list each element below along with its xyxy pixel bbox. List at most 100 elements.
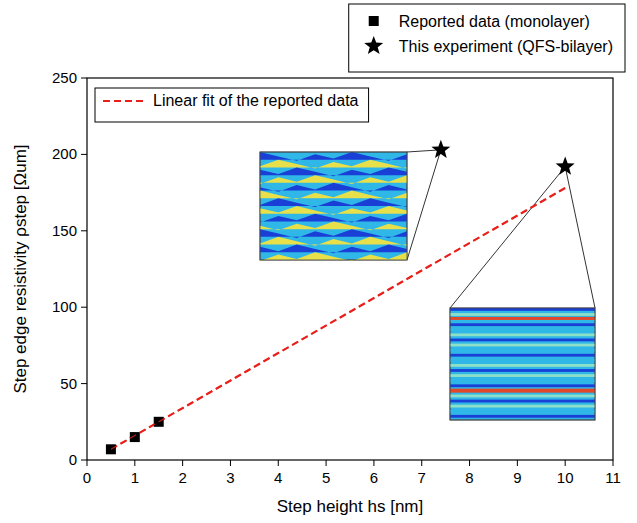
legend-line [103, 100, 143, 102]
inset-bg [260, 152, 407, 260]
inset-stripe [450, 379, 595, 382]
legend-label: This experiment (QFS-bilayer) [399, 38, 613, 55]
leader-line [450, 167, 565, 308]
y-tick-label: 200 [52, 145, 77, 162]
inset-stripe [450, 364, 595, 367]
legend-label: Linear fit of the reported data [153, 92, 359, 109]
inset-border [450, 308, 595, 420]
inset-stripe [450, 333, 595, 336]
y-tick-label: 100 [52, 298, 77, 315]
leader-line [407, 150, 441, 260]
y-tick-label: 50 [60, 375, 77, 392]
x-tick [517, 460, 518, 466]
x-tick [613, 460, 614, 466]
inset-band [260, 152, 407, 161]
y-tick [81, 383, 87, 384]
x-tick-label: 0 [83, 469, 91, 486]
y-tick [81, 307, 87, 308]
inset-stripe [450, 354, 595, 357]
x-tick [87, 460, 88, 466]
inset-stripe [450, 344, 595, 347]
inset-stripe [450, 415, 595, 418]
inset-band [260, 214, 407, 223]
legend-marker [364, 36, 383, 54]
x-tick [134, 460, 135, 466]
x-tick [326, 460, 327, 466]
inset-stripe [450, 317, 595, 320]
inset-stripe [450, 389, 595, 393]
inset-border [260, 152, 407, 260]
x-tick-label: 1 [131, 469, 139, 486]
legend-label: Reported data (monolayer) [399, 13, 590, 30]
legend-marker [369, 16, 379, 26]
y-tick [81, 460, 87, 461]
x-tick [421, 460, 422, 466]
inset-stripe [450, 400, 595, 403]
x-tick-label: 2 [178, 469, 186, 486]
inset-band [260, 175, 407, 184]
chart: 0 1 2 3 4 5 6 7 8 9 10 11 0 50 100 150 200 250 Step height… [0, 0, 637, 523]
x-tick-label: 7 [418, 469, 426, 486]
plot-frame [87, 78, 613, 460]
x-tick-label: 5 [322, 469, 330, 486]
leader-line [565, 167, 595, 308]
inset-band [260, 245, 407, 254]
inset-band [260, 221, 407, 230]
x-tick-label: 3 [226, 469, 234, 486]
inset-stripe [450, 405, 595, 408]
inset-stripe [450, 323, 595, 326]
inset-stripe [450, 313, 595, 316]
inset-stripe [450, 328, 595, 331]
fit-line-overlay [111, 188, 565, 449]
inset-bg [450, 308, 595, 420]
legend-box [349, 4, 625, 72]
inset-stripe [450, 349, 595, 352]
y-tick-label: 150 [52, 222, 77, 239]
x-axis-title: Step height hs [nm] [277, 497, 423, 516]
marks [106, 140, 575, 454]
y-tick [81, 78, 87, 79]
inset-stripe [450, 389, 595, 392]
x-tick [565, 460, 566, 466]
star-point [431, 140, 450, 158]
legend: Reported data (monolayer) This experiment… [349, 4, 625, 72]
inset-stripe [450, 374, 595, 377]
x-tick-label: 8 [465, 469, 473, 486]
inset-band [260, 191, 407, 200]
x-tick [182, 460, 183, 466]
inset-image [450, 308, 595, 420]
inset-stripe [450, 369, 595, 372]
inset-band [260, 229, 407, 238]
fit-line [111, 188, 565, 449]
x-tick [278, 460, 279, 466]
inset-stripe [450, 308, 595, 311]
y-tick [81, 230, 87, 231]
inset-band [260, 160, 407, 169]
inset-band [260, 206, 407, 215]
inset-stripe [450, 410, 595, 413]
x-tick [230, 460, 231, 466]
y-axis-title: Step edge resistivity ρstep [Ωum] [11, 144, 30, 393]
inset-stripe [450, 339, 595, 342]
star-point [556, 157, 575, 175]
y-tick [81, 154, 87, 155]
x-tick-label: 11 [605, 469, 621, 486]
inset-band [260, 167, 407, 176]
x-tick-label: 10 [557, 469, 574, 486]
inset-band [260, 183, 407, 192]
legend-box [95, 88, 369, 122]
x-tick [469, 460, 470, 466]
inset-stripe [450, 395, 595, 398]
x-tick [373, 460, 374, 466]
inset-band [260, 237, 407, 246]
inset-image [260, 152, 407, 261]
inset-stripe [450, 359, 595, 362]
y-tick-label: 0 [69, 451, 77, 468]
x-tick-label: 6 [370, 469, 378, 486]
inset-stripe [450, 384, 595, 387]
x-tick-label: 4 [274, 469, 282, 486]
y-tick-label: 250 [52, 69, 77, 86]
legend: Linear fit of the reported data [95, 88, 369, 122]
inset-band [260, 198, 407, 207]
x-tick-label: 9 [513, 469, 521, 486]
